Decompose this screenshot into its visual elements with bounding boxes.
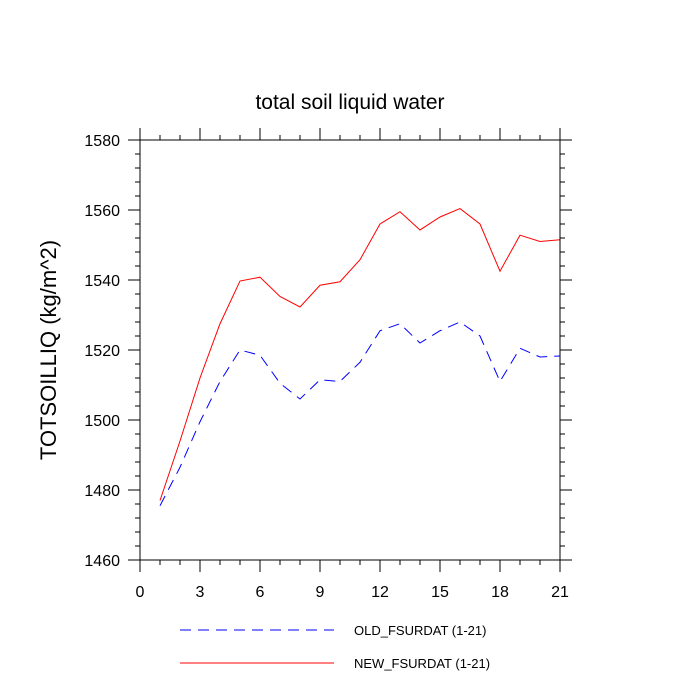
legend-label-2: NEW_FSURDAT (1-21) — [354, 656, 490, 671]
legend: OLD_FSURDAT (1-21) NEW_FSURDAT (1-21) — [180, 623, 490, 671]
x-tick-label: 0 — [136, 584, 145, 601]
y-tick-label: 1520 — [84, 343, 120, 360]
x-tick-label: 21 — [551, 584, 569, 601]
y-tick-label: 1500 — [84, 413, 120, 430]
x-tick-label: 6 — [256, 584, 265, 601]
chart-title: total soil liquid water — [255, 91, 444, 114]
y-tick-label: 1580 — [84, 133, 120, 150]
legend-label-1: OLD_FSURDAT (1-21) — [354, 623, 486, 638]
y-tick-label: 1540 — [84, 273, 120, 290]
minor-ticks — [135, 135, 565, 565]
plot-frame — [139, 139, 561, 561]
x-tick-label: 12 — [371, 584, 389, 601]
series-lines — [159, 208, 561, 506]
x-tick-label: 18 — [491, 584, 509, 601]
series-line-1 — [159, 321, 561, 506]
x-tick-label: 3 — [196, 584, 205, 601]
tick-labels: 0 3 6 9 12 15 18 21 1460 1480 1500 1520 1540 1560 1580 — [84, 133, 569, 601]
y-tick-label: 1460 — [84, 553, 120, 570]
major-ticks — [128, 128, 572, 572]
x-tick-label: 9 — [316, 584, 325, 601]
series-line-2 — [159, 208, 561, 501]
y-tick-label: 1480 — [84, 483, 120, 500]
y-axis-label: TOTSOILLIQ (kg/m^2) — [36, 240, 61, 460]
x-tick-label: 15 — [431, 584, 449, 601]
y-tick-label: 1560 — [84, 203, 120, 220]
